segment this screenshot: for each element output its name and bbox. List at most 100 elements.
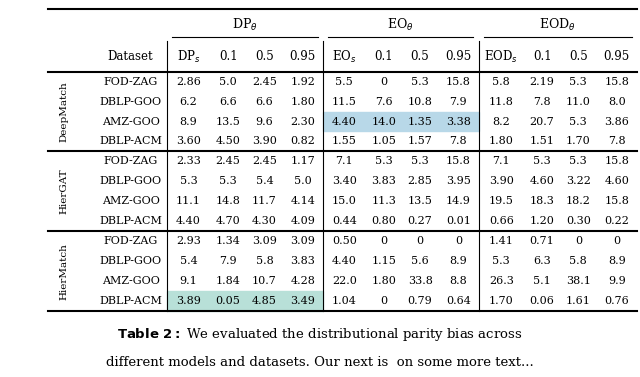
Text: 1.41: 1.41	[489, 236, 514, 246]
Text: 11.3: 11.3	[371, 196, 396, 206]
Text: 1.34: 1.34	[216, 236, 241, 246]
Text: $\bf{Table\ 2:}$ We evaluated the distributional parity bias across: $\bf{Table\ 2:}$ We evaluated the distri…	[117, 326, 523, 343]
Text: 38.1: 38.1	[566, 276, 591, 286]
Text: 3.09: 3.09	[252, 236, 277, 246]
Text: 11.5: 11.5	[332, 97, 356, 107]
Text: 0.5: 0.5	[255, 50, 274, 63]
Text: 5.3: 5.3	[375, 156, 393, 166]
Text: 1.35: 1.35	[408, 116, 433, 127]
Text: 1.15: 1.15	[371, 256, 396, 266]
Text: 0.22: 0.22	[604, 216, 629, 226]
Text: 4.40: 4.40	[332, 116, 356, 127]
Text: 20.7: 20.7	[530, 116, 554, 127]
Text: 0.30: 0.30	[566, 216, 591, 226]
Text: 1.84: 1.84	[216, 276, 241, 286]
Text: EO$_\theta$: EO$_\theta$	[387, 17, 414, 34]
Text: 4.14: 4.14	[291, 196, 315, 206]
Text: 0.5: 0.5	[411, 50, 429, 63]
Text: 8.2: 8.2	[492, 116, 510, 127]
Text: 3.95: 3.95	[446, 176, 471, 186]
Text: AMZ-GOO: AMZ-GOO	[102, 116, 159, 127]
Text: 0.80: 0.80	[371, 216, 396, 226]
Text: DBLP-ACM: DBLP-ACM	[99, 216, 162, 226]
Text: 15.8: 15.8	[604, 77, 629, 87]
Text: 7.9: 7.9	[450, 97, 467, 107]
Text: 5.3: 5.3	[570, 156, 588, 166]
Text: 1.80: 1.80	[489, 136, 514, 146]
Text: 0.1: 0.1	[532, 50, 552, 63]
Text: 15.0: 15.0	[332, 196, 356, 206]
Text: DBLP-GOO: DBLP-GOO	[100, 97, 162, 107]
Text: 2.85: 2.85	[408, 176, 433, 186]
Text: 3.90: 3.90	[252, 136, 277, 146]
Text: 4.50: 4.50	[216, 136, 241, 146]
Text: 3.60: 3.60	[176, 136, 201, 146]
Text: 4.40: 4.40	[332, 256, 356, 266]
Text: 1.04: 1.04	[332, 296, 356, 306]
Text: 5.8: 5.8	[570, 256, 588, 266]
Text: 2.45: 2.45	[252, 77, 277, 87]
Text: DP$_\theta$: DP$_\theta$	[232, 17, 258, 34]
Text: 15.8: 15.8	[446, 77, 471, 87]
Text: FOD-ZAG: FOD-ZAG	[104, 156, 157, 166]
Text: 3.86: 3.86	[604, 116, 629, 127]
Text: 3.22: 3.22	[566, 176, 591, 186]
Text: 7.8: 7.8	[608, 136, 625, 146]
Text: 6.2: 6.2	[180, 97, 197, 107]
Text: 2.33: 2.33	[176, 156, 201, 166]
Text: 1.51: 1.51	[530, 136, 554, 146]
Text: 0: 0	[613, 236, 620, 246]
Bar	[167, 291, 323, 311]
Bar	[323, 112, 479, 132]
Text: 2.93: 2.93	[176, 236, 201, 246]
Text: 8.8: 8.8	[449, 276, 467, 286]
Text: 0.71: 0.71	[530, 236, 554, 246]
Text: 0.01: 0.01	[446, 216, 471, 226]
Text: 5.3: 5.3	[412, 156, 429, 166]
Text: 5.4: 5.4	[255, 176, 273, 186]
Text: 0: 0	[380, 77, 387, 87]
Text: 3.49: 3.49	[291, 296, 315, 306]
Text: 0.1: 0.1	[219, 50, 237, 63]
Text: 22.0: 22.0	[332, 276, 356, 286]
Text: 1.61: 1.61	[566, 296, 591, 306]
Text: 6.6: 6.6	[220, 97, 237, 107]
Text: 0: 0	[380, 236, 387, 246]
Text: 2.19: 2.19	[530, 77, 554, 87]
Text: 8.9: 8.9	[608, 256, 625, 266]
Text: EOD$_s$: EOD$_s$	[484, 49, 518, 64]
Text: 0.27: 0.27	[408, 216, 433, 226]
Text: 9.6: 9.6	[255, 116, 273, 127]
Text: 0: 0	[417, 236, 424, 246]
Text: 0: 0	[455, 236, 462, 246]
Text: 11.0: 11.0	[566, 97, 591, 107]
Text: 13.5: 13.5	[216, 116, 241, 127]
Text: 5.3: 5.3	[570, 77, 588, 87]
Text: 5.3: 5.3	[570, 116, 588, 127]
Text: 3.83: 3.83	[371, 176, 396, 186]
Text: 0.50: 0.50	[332, 236, 356, 246]
Text: 4.40: 4.40	[176, 216, 201, 226]
Text: 7.8: 7.8	[533, 97, 551, 107]
Text: 10.7: 10.7	[252, 276, 276, 286]
Text: 2.86: 2.86	[176, 77, 201, 87]
Text: 7.9: 7.9	[220, 256, 237, 266]
Text: 5.0: 5.0	[294, 176, 312, 186]
Text: 7.1: 7.1	[335, 156, 353, 166]
Text: EOD$_\theta$: EOD$_\theta$	[540, 17, 576, 34]
Text: 0.44: 0.44	[332, 216, 356, 226]
Text: 4.70: 4.70	[216, 216, 241, 226]
Text: EO$_s$: EO$_s$	[332, 49, 356, 64]
Text: 1.80: 1.80	[371, 276, 396, 286]
Text: 3.40: 3.40	[332, 176, 356, 186]
Text: DBLP-GOO: DBLP-GOO	[100, 256, 162, 266]
Text: 0: 0	[575, 236, 582, 246]
Text: 1.70: 1.70	[566, 136, 591, 146]
Text: AMZ-GOO: AMZ-GOO	[102, 276, 159, 286]
Text: DP$_s$: DP$_s$	[177, 49, 200, 64]
Text: 14.0: 14.0	[371, 116, 396, 127]
Text: Dataset: Dataset	[108, 50, 154, 63]
Text: 0.64: 0.64	[446, 296, 471, 306]
Text: 18.3: 18.3	[530, 196, 554, 206]
Text: 0.79: 0.79	[408, 296, 433, 306]
